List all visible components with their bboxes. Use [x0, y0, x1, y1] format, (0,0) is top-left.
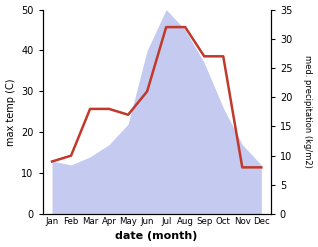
Y-axis label: max temp (C): max temp (C) — [5, 78, 16, 145]
X-axis label: date (month): date (month) — [115, 231, 198, 242]
Y-axis label: med. precipitation (kg/m2): med. precipitation (kg/m2) — [303, 55, 313, 168]
